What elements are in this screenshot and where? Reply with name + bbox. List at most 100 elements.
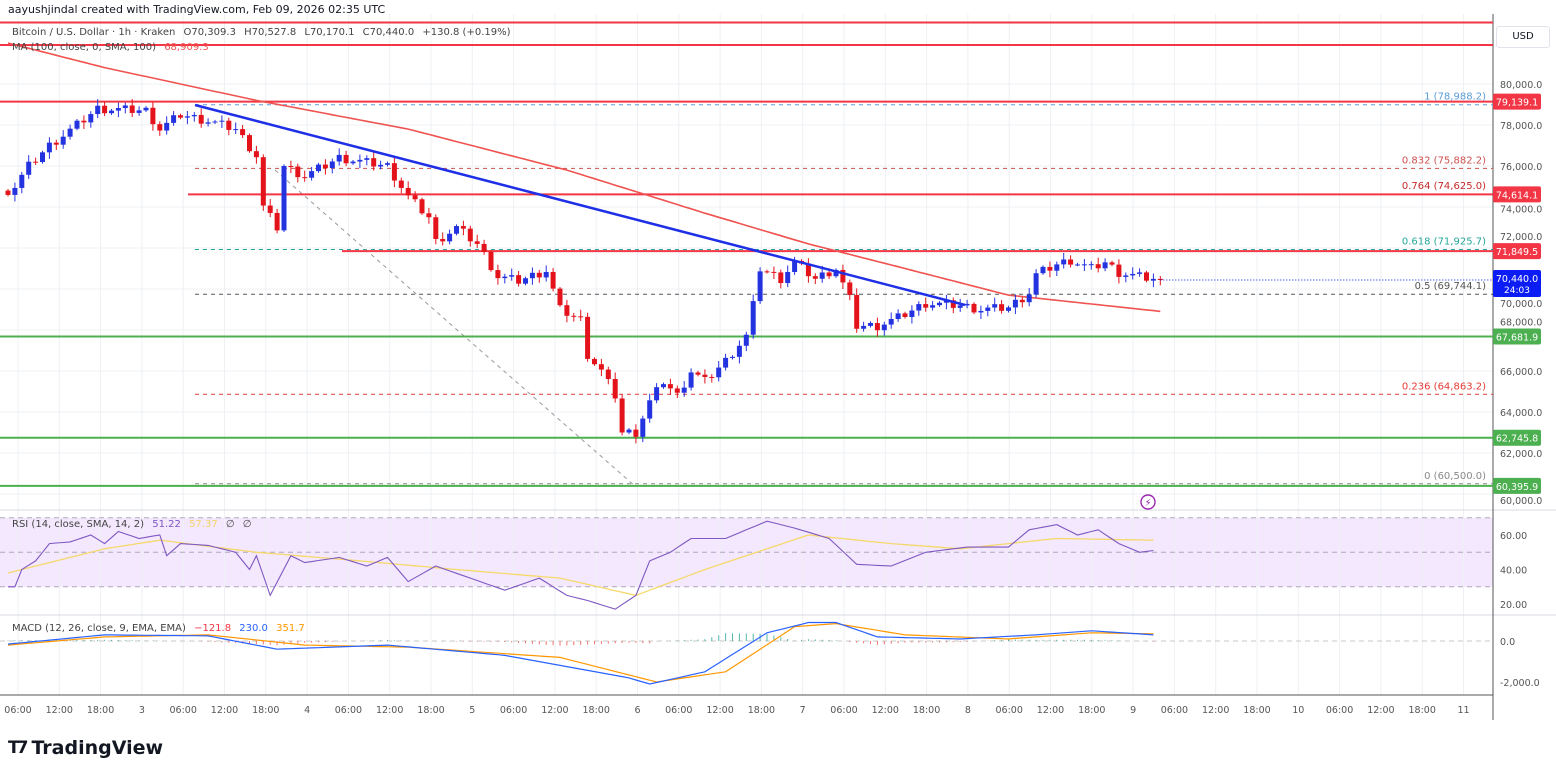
- time-axis-label: 10: [1292, 705, 1304, 716]
- macd-line: [7, 621, 1154, 685]
- tradingview-logo[interactable]: T7 TradingView: [8, 737, 163, 759]
- candle-body: [764, 271, 770, 273]
- candle-body: [233, 129, 239, 131]
- time-axis-label: 12:00: [211, 705, 238, 716]
- candle-body: [391, 163, 397, 181]
- lightning-icon-glyph: ⚡: [1144, 498, 1151, 509]
- candle-body: [12, 187, 18, 195]
- level-price-tag-label: 71,849.5: [1496, 247, 1538, 258]
- candle-body: [281, 166, 287, 231]
- candle-body: [819, 272, 825, 279]
- price-axis-label: 68,000.0: [1500, 318, 1542, 329]
- time-axis-label: 8: [965, 705, 971, 716]
- candle-body: [385, 163, 390, 165]
- candle-body: [1095, 264, 1101, 269]
- candle-body: [826, 272, 832, 277]
- candle-body: [46, 142, 52, 153]
- candle-body: [309, 171, 315, 178]
- candle-body: [661, 384, 666, 388]
- candle-body: [667, 384, 673, 389]
- macd-hist-value: −121.8: [194, 623, 232, 634]
- time-axis-label: 12:00: [1037, 705, 1064, 716]
- candle-body: [812, 276, 818, 279]
- candle-body: [1130, 273, 1136, 276]
- candle-body: [785, 271, 791, 284]
- candle-body: [647, 400, 653, 419]
- candle-body: [695, 372, 701, 375]
- candle-body: [184, 116, 190, 118]
- rsi-extra-1: ∅: [225, 519, 235, 530]
- candle-body: [964, 303, 970, 306]
- candle-body: [943, 300, 949, 303]
- candle-body: [40, 152, 45, 163]
- fib-level-label: 0.618 (71,925.7): [1402, 237, 1486, 248]
- time-axis-label: 06:00: [996, 705, 1023, 716]
- candle-body: [1019, 299, 1025, 303]
- time-axis-label: 7: [800, 705, 806, 716]
- ohlc-open: O70,309.3: [183, 27, 236, 38]
- candle-body: [81, 120, 87, 123]
- ma100-line: [7, 42, 1161, 313]
- candle-body: [1068, 259, 1074, 265]
- candle-body: [74, 120, 80, 129]
- candle-body: [888, 318, 894, 325]
- candle-body: [198, 114, 204, 124]
- candle-body: [157, 124, 163, 131]
- ma-label[interactable]: MA (100, close, 0, SMA, 100): [12, 42, 156, 53]
- time-axis-label: 12:00: [706, 705, 733, 716]
- candle-body: [702, 374, 708, 377]
- currency-button[interactable]: USD: [1496, 26, 1550, 48]
- candle-body: [460, 226, 466, 229]
- candle-body: [33, 161, 39, 163]
- price-axis-label: 74,000.0: [1500, 204, 1542, 215]
- time-axis-label: 06:00: [4, 705, 31, 716]
- candle-body: [654, 387, 660, 401]
- candle-body: [902, 313, 908, 317]
- candle-body: [1144, 272, 1149, 281]
- candle-body: [288, 166, 294, 167]
- candle-body: [585, 316, 591, 359]
- candle-body: [626, 429, 632, 433]
- candle-body: [833, 269, 839, 277]
- candle-body: [67, 128, 73, 137]
- candle-body: [930, 305, 936, 308]
- price-axis-label: 80,000.0: [1500, 80, 1542, 91]
- candle-body: [302, 177, 308, 179]
- time-axis-label: 06:00: [830, 705, 857, 716]
- candle-body: [509, 275, 515, 277]
- macd-label[interactable]: MACD (12, 26, close, 9, EMA, EMA): [12, 623, 186, 634]
- candle-body: [778, 272, 784, 284]
- candle-body: [895, 313, 901, 319]
- time-axis-label: 4: [304, 705, 310, 716]
- time-axis-label: 12:00: [46, 705, 73, 716]
- candle-body: [619, 398, 625, 433]
- candle-body: [1061, 259, 1067, 265]
- fib-level-label: 0.236 (64,863.2): [1402, 381, 1486, 392]
- candle-body: [1137, 272, 1143, 274]
- candle-body: [874, 323, 880, 331]
- candle-body: [771, 271, 777, 273]
- rsi-value: 51.22: [152, 519, 181, 530]
- candle-body: [53, 142, 59, 145]
- fib-level-label: 0.5 (69,744.1): [1415, 281, 1487, 292]
- candle-body: [1006, 307, 1011, 311]
- level-price-tag: [1493, 429, 1541, 446]
- rsi-label[interactable]: RSI (14, close, SMA, 14, 2): [12, 519, 145, 530]
- candle-body: [419, 199, 425, 214]
- candle-body: [5, 190, 11, 195]
- candle-body: [274, 212, 280, 231]
- candle-body: [1157, 278, 1163, 280]
- candle-body: [578, 316, 584, 318]
- candle-body: [640, 418, 646, 437]
- candle-body: [267, 205, 273, 213]
- candle-body: [736, 345, 742, 357]
- time-axis-label: 12:00: [541, 705, 568, 716]
- candle-body: [1054, 264, 1060, 271]
- price-axis-label: 70,000.0: [1500, 299, 1542, 310]
- time-axis-label: 06:00: [1326, 705, 1353, 716]
- rsi-axis-label: 60.00: [1500, 531, 1527, 542]
- candle-body: [95, 105, 101, 115]
- symbol-name[interactable]: Bitcoin / U.S. Dollar · 1h · Kraken: [12, 27, 176, 38]
- time-axis-label: 06:00: [500, 705, 527, 716]
